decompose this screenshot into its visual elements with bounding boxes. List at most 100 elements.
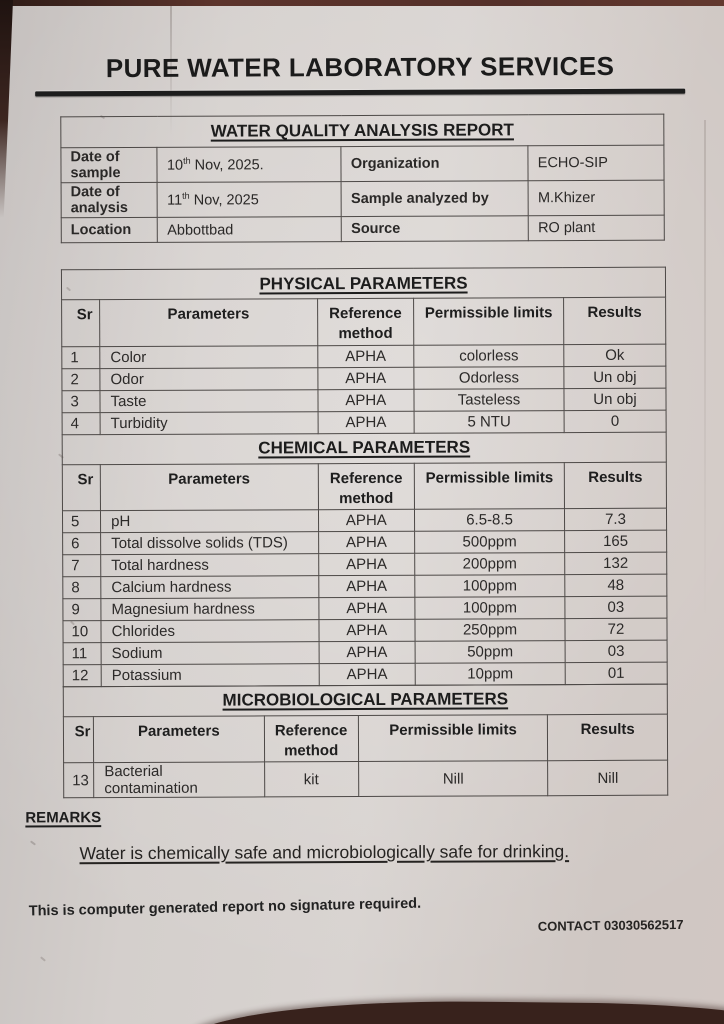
cell-parameter: Taste	[100, 389, 318, 413]
cell-parameter: Bacterial contamination	[93, 761, 265, 798]
col-header-sr: Sr	[63, 716, 94, 763]
cell-limit: Nill	[358, 760, 549, 797]
table-row: 4 Turbidity APHA 5 NTU 0	[62, 409, 667, 435]
cell-limit: 100ppm	[414, 596, 565, 620]
table-row: 2 Odor APHA Odorless Un obj	[61, 365, 666, 391]
col-header-results: Results	[564, 461, 667, 509]
info-label: Date of analysis	[61, 182, 158, 218]
info-label: Location	[61, 217, 158, 243]
cell-sr: 9	[62, 598, 102, 621]
cell-limit: 200ppm	[414, 552, 565, 576]
cell-sr: 4	[62, 412, 101, 435]
cell-sr: 6	[62, 532, 101, 555]
cell-parameter: Sodium	[101, 641, 319, 665]
info-label: Organization	[341, 145, 529, 182]
paper-crease	[704, 120, 706, 620]
col-header-reference: Reference method	[317, 298, 414, 346]
cell-result: 0	[563, 409, 667, 433]
cell-limit: 50ppm	[415, 640, 566, 664]
table-row: 8 Calcium hardness APHA 100ppm 48	[62, 574, 667, 599]
table-row: 1 Color APHA colorless Ok	[61, 343, 666, 369]
cell-reference: APHA	[317, 410, 415, 434]
report-title-row: WATER QUALITY ANALYSIS REPORT	[60, 114, 664, 148]
cell-limit: Tasteless	[414, 388, 564, 411]
cell-sr: 1	[61, 346, 100, 369]
table-row: 9 Magnesium hardness APHA 100ppm 03	[62, 596, 667, 621]
computer-generated-note: This is computer generated report no sig…	[28, 895, 422, 920]
cell-parameter: Turbidity	[100, 411, 318, 435]
cell-result: Un obj	[563, 387, 667, 411]
info-label: Date of sample	[60, 147, 158, 183]
col-header-parameters: Parameters	[99, 298, 318, 347]
physical-section-row: PHYSICAL PARAMETERS	[61, 267, 666, 300]
cell-parameter: Chlorides	[101, 619, 319, 643]
info-label: Sample analyzed by	[341, 180, 529, 217]
micro-section-heading: MICROBIOLOGICAL PARAMETERS	[222, 689, 509, 710]
cell-sr: 5	[62, 510, 101, 533]
cell-parameter: Calcium hardness	[100, 575, 319, 599]
paper-crease	[170, 6, 172, 136]
col-header-limits: Permissible limits	[413, 297, 564, 345]
column-header-row: Sr Parameters Reference method Permissib…	[63, 713, 668, 763]
cell-sr: 3	[61, 390, 101, 413]
cell-result: 132	[564, 552, 667, 575]
col-header-reference: Reference method	[317, 462, 415, 510]
title-underline-rule	[35, 88, 686, 97]
micro-section-cell: MICROBIOLOGICAL PARAMETERS	[63, 683, 668, 717]
info-row: Date of sample 10th Nov, 2025. Organizat…	[60, 145, 665, 183]
cell-limit: 5 NTU	[414, 410, 565, 433]
cell-sr: 10	[62, 620, 102, 643]
info-label: Source	[341, 215, 529, 242]
cell-parameter: Total hardness	[100, 553, 319, 577]
cell-parameter: Total dissolve solids (TDS)	[100, 531, 319, 555]
info-row: Date of analysis 11th Nov, 2025 Sample a…	[61, 180, 665, 218]
cell-sr: 8	[62, 576, 101, 599]
col-header-sr: Sr	[61, 299, 100, 347]
cell-result: 03	[564, 640, 668, 663]
col-header-reference: Reference method	[263, 715, 359, 762]
cell-sr: 2	[61, 368, 101, 391]
report-title: WATER QUALITY ANALYSIS REPORT	[210, 120, 514, 141]
cell-reference: APHA	[318, 641, 416, 664]
col-header-results: Results	[547, 713, 668, 761]
cell-parameter: Potassium	[101, 663, 319, 687]
cell-reference: APHA	[318, 575, 415, 598]
cell-result: 165	[564, 530, 667, 553]
cell-sr: 11	[63, 642, 102, 665]
col-header-limits: Permissible limits	[414, 462, 565, 510]
col-header-parameters: Parameters	[100, 463, 318, 511]
cell-reference: APHA	[318, 663, 416, 686]
cell-sr: 13	[63, 762, 94, 798]
microbiological-table: MICROBIOLOGICAL PARAMETERS Sr Parameters…	[62, 683, 669, 799]
report-title-cell: WATER QUALITY ANALYSIS REPORT	[60, 114, 664, 148]
remarks-text: Water is chemically safe and microbiolog…	[79, 841, 570, 864]
cell-reference: APHA	[318, 531, 415, 554]
chemical-section-heading: CHEMICAL PARAMETERS	[258, 437, 471, 458]
table-row: 7 Total hardness APHA 200ppm 132	[62, 552, 667, 577]
cell-parameter: Magnesium hardness	[100, 597, 319, 621]
cell-reference: APHA	[317, 388, 415, 412]
cell-result: 7.3	[564, 508, 667, 531]
cell-reference: APHA	[317, 366, 415, 390]
cell-result: 48	[564, 574, 667, 597]
info-row: Location Abbottbad Source RO plant	[61, 215, 665, 243]
chemical-section-cell: CHEMICAL PARAMETERS	[62, 431, 667, 465]
contact-info: CONTACT 03030562517	[537, 916, 684, 934]
col-header-sr: Sr	[62, 464, 101, 511]
report-info-table: WATER QUALITY ANALYSIS REPORT Date of sa…	[60, 113, 665, 244]
micro-section-row: MICROBIOLOGICAL PARAMETERS	[63, 683, 668, 717]
info-value: M.Khizer	[528, 180, 665, 216]
cell-result: Un obj	[563, 365, 666, 389]
info-value: 11th Nov, 2025	[157, 181, 342, 218]
cell-parameter: pH	[100, 509, 319, 533]
physical-section-heading: PHYSICAL PARAMETERS	[259, 273, 468, 293]
cell-limit: 6.5-8.5	[414, 508, 565, 532]
cell-reference: APHA	[318, 553, 415, 576]
info-value: RO plant	[528, 215, 665, 241]
table-row: 10 Chlorides APHA 250ppm 72	[62, 618, 668, 643]
cell-limit: 10ppm	[415, 662, 566, 686]
info-value: 10th Nov, 2025.	[157, 146, 342, 183]
column-header-row: Sr Parameters Reference method Permissib…	[61, 297, 666, 347]
cell-reference: APHA	[317, 509, 415, 532]
